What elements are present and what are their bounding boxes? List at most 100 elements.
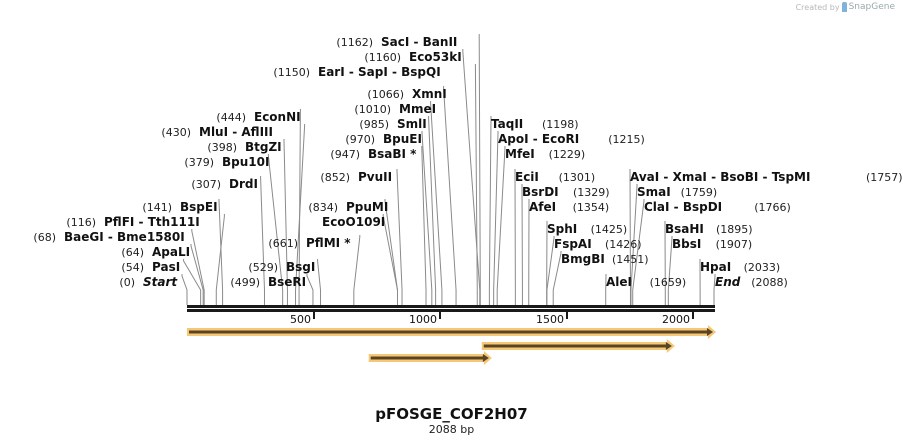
site-name: XmnI: [412, 87, 447, 101]
backbone: [187, 305, 715, 312]
site-ecii[interactable]: EciI (1301): [515, 170, 595, 184]
feature-1[interactable]: [187, 325, 716, 339]
site-mlui-afliii[interactable]: (430) MluI - AflIII: [161, 125, 273, 139]
site-leader-line: [306, 274, 314, 305]
site-avai-xmai-bsobi-tspmi[interactable]: AvaI - XmaI - BsoBI - TspMI (1757): [630, 170, 903, 184]
site-pasi[interactable]: (54) PasI: [121, 260, 180, 274]
site-position: (499): [230, 276, 260, 289]
site-name: PasI: [152, 260, 180, 274]
site-bpuei[interactable]: (970) BpuEI: [345, 132, 422, 146]
site-btgzi[interactable]: (398) BtgZI: [207, 140, 281, 154]
site-position: (379): [184, 156, 214, 169]
site-name: DrdI: [229, 177, 258, 191]
site-leader-line: [462, 49, 481, 305]
snapgene-credit: Created by SnapGene: [796, 2, 895, 12]
site-position: (1759): [681, 186, 718, 199]
site-position: (64): [121, 246, 144, 259]
site-fspai[interactable]: FspAI (1426): [554, 237, 642, 251]
site-sphi[interactable]: SphI (1425): [547, 222, 627, 236]
site-mmei[interactable]: (1010) MmeI: [354, 102, 436, 116]
map-title: pFOSGE_COF2H07: [375, 405, 528, 423]
site-position: (1757): [866, 171, 903, 184]
site-position: (116): [66, 216, 96, 229]
site-position: (1907): [716, 238, 753, 251]
feature-3[interactable]: [368, 351, 492, 365]
site-leader-line: [474, 64, 478, 305]
site-position: (1354): [573, 201, 610, 214]
site-alei[interactable]: AleI (1659): [606, 275, 686, 289]
site-name: SacI - BanII: [381, 35, 457, 49]
site-smli[interactable]: (985) SmlI: [359, 117, 426, 131]
site-bsabi-[interactable]: (947) BsaBI *: [330, 147, 417, 161]
site-name: SphI: [547, 222, 577, 236]
site-name: TaqII: [491, 117, 523, 131]
site-leader-line: [421, 131, 433, 305]
site-name: EciI: [515, 170, 539, 184]
site-hpai[interactable]: HpaI (2033): [700, 260, 780, 274]
site-eari-sapi-bspqi[interactable]: (1150) EarI - SapI - BspQI: [273, 65, 440, 79]
site-name: BbsI: [672, 237, 701, 251]
site-position: (1659): [650, 276, 687, 289]
site-position: (1329): [573, 186, 610, 199]
site-name: MluI - AflIII: [199, 125, 273, 139]
site-pflmi-[interactable]: (661) PflMI *: [268, 236, 351, 250]
site-name: Start: [143, 275, 178, 289]
site-name: PvuII: [358, 170, 392, 184]
site-position: (1895): [716, 223, 753, 236]
site-bsgi[interactable]: (529) BsgI: [248, 260, 315, 274]
site-xmni[interactable]: (1066) XmnI: [367, 87, 446, 101]
site-bpu10i[interactable]: (379) Bpu10I: [184, 155, 269, 169]
site-apoi-ecori[interactable]: ApoI - EcoRI (1215): [498, 132, 645, 146]
feature-2[interactable]: [481, 339, 675, 353]
site-bmgbi[interactable]: BmgBI (1451): [561, 252, 649, 266]
site-bsahi[interactable]: BsaHI (1895): [665, 222, 753, 236]
site-name: End: [715, 275, 741, 289]
site-leader-line: [317, 259, 322, 305]
site-name: AleI: [606, 275, 632, 289]
site-pvuii[interactable]: (852) PvuII: [320, 170, 392, 184]
site-taqii[interactable]: TaqII (1198): [491, 117, 579, 131]
site-position: (1150): [273, 66, 310, 79]
site-leader-line: [267, 154, 284, 305]
site-bsrdi[interactable]: BsrDI (1329): [522, 185, 610, 199]
site-bseri[interactable]: (499) BseRI: [230, 275, 306, 289]
site-leader-line: [183, 259, 202, 305]
site-position: (444): [216, 111, 246, 124]
site-clai-bspdi[interactable]: ClaI - BspDI (1766): [644, 200, 791, 214]
site-position: (1198): [542, 118, 579, 131]
site-lines: [181, 34, 716, 305]
site-eco53ki[interactable]: (1160) Eco53kI: [364, 50, 461, 64]
site-baegi-bme1580i[interactable]: (68) BaeGI - Bme1580I: [33, 230, 184, 244]
snapgene-logo-icon: [841, 2, 847, 12]
site-name: PpuMI: [346, 200, 388, 214]
site-saci-banii[interactable]: (1162) SacI - BanII: [336, 35, 457, 49]
site-econni[interactable]: (444) EconNI: [216, 110, 300, 124]
ruler: 500 1000 1500 2000: [290, 312, 694, 326]
site-name: BsaHI: [665, 222, 704, 236]
site-name: EarI - SapI - BspQI: [318, 65, 441, 79]
site-end[interactable]: End (2088): [715, 275, 788, 289]
site-leader-line: [443, 86, 457, 305]
site-smai[interactable]: SmaI (1759): [637, 185, 717, 199]
site-pflfi-tth111i[interactable]: (116) PflFI - Tth111I: [66, 215, 199, 229]
site-start[interactable]: (0) Start: [119, 275, 178, 289]
site-drdi[interactable]: (307) DrdI: [191, 177, 258, 191]
site-position: (2088): [751, 276, 788, 289]
site-mfei[interactable]: MfeI (1229): [505, 147, 585, 161]
site-name: MmeI: [399, 102, 436, 116]
site-ecoo109i[interactable]: EcoO109I: [322, 215, 385, 229]
site-leader-line: [667, 236, 673, 305]
site-position: (141): [142, 201, 172, 214]
ruler-tick: [692, 312, 694, 319]
arrow-head-icon: [482, 354, 489, 362]
site-name: BseRI: [268, 275, 306, 289]
site-bbsi[interactable]: BbsI (1907): [672, 237, 752, 251]
site-name: BsgI: [286, 260, 315, 274]
site-position: (1766): [754, 201, 791, 214]
site-bspei[interactable]: (141) BspEI: [142, 200, 217, 214]
site-ppumi[interactable]: (834) PpuMI: [308, 200, 388, 214]
site-position: (661): [268, 237, 298, 250]
site-afei[interactable]: AfeI (1354): [529, 200, 609, 214]
site-apali[interactable]: (64) ApaLI: [121, 245, 190, 259]
